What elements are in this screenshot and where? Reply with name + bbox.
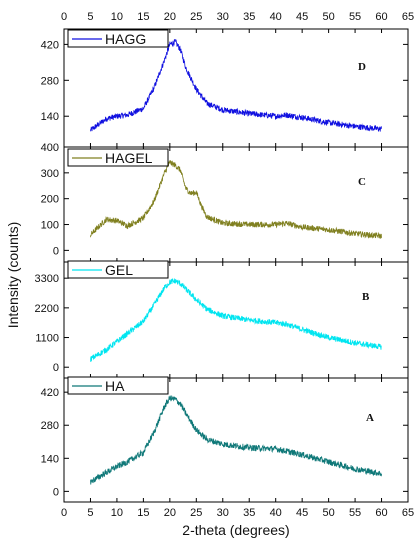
panel-frame	[63, 261, 409, 379]
x-tick-label-top: 25	[190, 11, 202, 23]
x-tick-label: 40	[270, 507, 282, 519]
x-tick-label-top: 65	[402, 11, 414, 23]
x-tick-label-top: 40	[270, 11, 282, 23]
x-tick-label: 65	[402, 507, 414, 519]
panel-frame	[63, 377, 409, 503]
panel-C: 0 100 200 300 400 HAGEL C	[41, 142, 409, 263]
panel-letter: D	[358, 61, 366, 73]
y-tick-label: 400	[41, 142, 59, 154]
x-tick-label-top: 5	[87, 11, 93, 23]
y-tick-label: 420	[41, 387, 59, 399]
x-tick-label-top: 15	[137, 11, 149, 23]
legend-label: GEL	[105, 262, 133, 278]
legend-HAGEL: HAGEL	[67, 148, 169, 167]
series-line-HAGEL	[90, 159, 382, 239]
panel-letter: B	[362, 291, 370, 303]
x-tick-label: 50	[322, 507, 334, 519]
top-x-axis: 0 5 10 15 20 25 30 35 40 45 50 55 60 65	[61, 11, 414, 23]
series-line-GEL	[90, 277, 382, 362]
legend-label: HAGG	[105, 31, 146, 47]
y-tick-label: 140	[41, 111, 59, 123]
x-axis-title: 2-theta (degrees)	[182, 522, 289, 538]
y-tick-label: 300	[41, 168, 59, 180]
x-tick-label-top: 45	[296, 11, 308, 23]
x-tick-label: 60	[375, 507, 387, 519]
y-tick-label: 200	[41, 194, 59, 206]
x-tick-label-top: 60	[375, 11, 387, 23]
series-line-HAGG	[90, 38, 382, 132]
y-tick-label: 280	[41, 420, 59, 432]
x-tick-label: 0	[61, 507, 67, 519]
x-tick-label-top: 55	[349, 11, 361, 23]
x-tick-label-top: 0	[61, 11, 67, 23]
x-tick-label: 15	[137, 507, 149, 519]
legend-box	[67, 376, 169, 395]
y-tick-label: 140	[41, 453, 59, 465]
series-line-HA	[90, 395, 382, 485]
x-tick-label: 55	[349, 507, 361, 519]
panel-letter: C	[358, 176, 366, 188]
x-tick-label: 25	[190, 507, 202, 519]
legend-label: HA	[105, 378, 125, 394]
legend-box	[67, 29, 169, 48]
x-tick-label: 20	[164, 507, 176, 519]
y-tick-label: 1100	[35, 333, 59, 345]
bottom-x-axis: 0 5 10 15 20 25 30 35 40 45 50 55 60 65	[61, 507, 414, 519]
x-tick-label-top: 20	[164, 11, 176, 23]
y-tick-label: 280	[41, 75, 59, 87]
legend-GEL: GEL	[67, 260, 169, 279]
x-tick-label: 30	[217, 507, 229, 519]
legend-label: HAGEL	[105, 150, 153, 166]
x-tick-label: 10	[111, 507, 123, 519]
x-tick-label-top: 30	[217, 11, 229, 23]
y-tick-label: 3300	[35, 273, 59, 285]
legend-box	[67, 148, 169, 167]
x-tick-label: 5	[87, 507, 93, 519]
x-tick-label-top: 10	[111, 11, 123, 23]
x-tick-label: 35	[243, 507, 255, 519]
legend-HA: HA	[67, 376, 169, 395]
y-tick-label: 0	[53, 362, 59, 374]
x-tick-label-top: 35	[243, 11, 255, 23]
x-tick-label-top: 50	[322, 11, 334, 23]
y-tick-label: 0	[53, 245, 59, 257]
y-tick-label: 420	[41, 39, 59, 51]
y-axis-title: Intensity (counts)	[5, 222, 21, 329]
panel-D: 140 280 420 HAGG D	[41, 28, 409, 148]
y-tick-label: 2200	[35, 303, 59, 315]
legend-box	[67, 260, 169, 279]
panel-B: 0 1100 2200 3300 GEL B	[35, 260, 409, 379]
y-tick-label: 0	[53, 486, 59, 498]
legend-HAGG: HAGG	[67, 29, 169, 48]
panel-A: 0 140 280 420 HA A	[41, 376, 409, 503]
panel-letter: A	[366, 412, 374, 424]
x-tick-label: 45	[296, 507, 308, 519]
y-tick-label: 100	[41, 220, 59, 232]
